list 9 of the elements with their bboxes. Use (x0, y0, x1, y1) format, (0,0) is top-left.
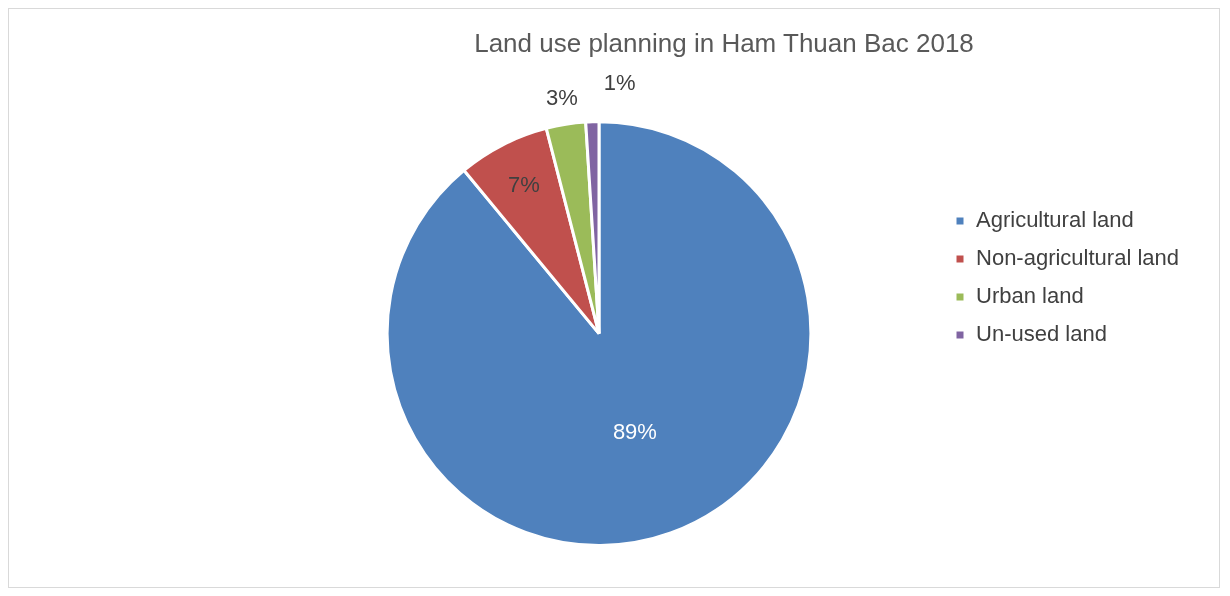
legend-label: Un-used land (976, 321, 1107, 347)
data-label: 3% (545, 85, 578, 111)
chart-title: Land use planning in Ham Thuan Bac 2018 (474, 27, 974, 58)
data-label: 89% (612, 419, 657, 445)
data-label: 1% (603, 70, 636, 96)
data-label: 7% (508, 172, 540, 198)
legend-label: Agricultural land (976, 207, 1134, 233)
legend-label: Urban land (976, 283, 1084, 309)
legend-label: Non-agricultural land (976, 245, 1179, 271)
